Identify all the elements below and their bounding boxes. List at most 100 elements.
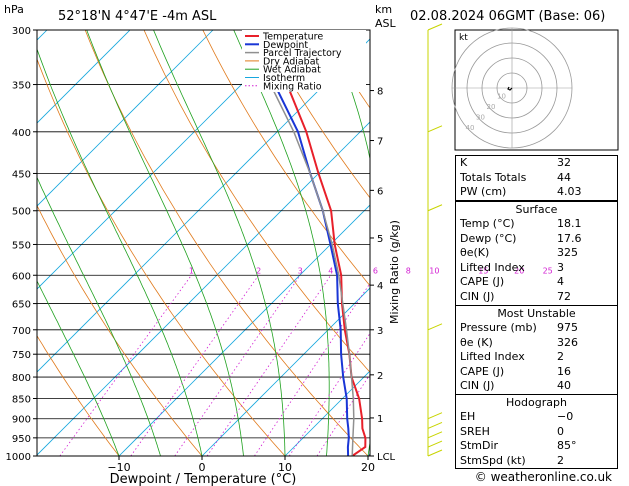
row-value: 40 xyxy=(557,379,571,393)
row-label: Lifted Index xyxy=(460,350,525,364)
wet-adiabat-line xyxy=(37,48,203,456)
temperature-axis: −10 0 10 20 xyxy=(107,456,375,474)
row-value: 2 xyxy=(557,453,564,467)
table-row: StmDir 85° xyxy=(456,439,617,454)
wet-adiabat-line xyxy=(328,30,370,456)
legend-entry: Isotherm xyxy=(263,73,305,84)
isotherm-line xyxy=(37,38,370,373)
dewpoint-line xyxy=(257,30,350,456)
copyright: © weatheronline.co.uk xyxy=(475,470,612,484)
isotherm-line xyxy=(284,370,370,456)
wind-barb xyxy=(427,125,443,133)
hodograph-ring-label: 20 xyxy=(487,103,496,111)
table-row: PW (cm) 4.03 xyxy=(456,185,617,200)
mixing-ratio-label: 15 xyxy=(478,266,488,275)
height-tick-label: 6 xyxy=(377,186,383,197)
mixing-ratio-labels: 1 2 3 4 6 8 10 15 20 25 xyxy=(189,266,553,275)
wet-adiabat-line xyxy=(233,30,330,456)
surface-table: Surface Temp (°C) 18.1 Dewp (°C) 17.6 θe(K) 3… xyxy=(455,201,618,306)
table-row: Temp (°C) 18.1 xyxy=(456,217,617,232)
row-label: CIN (J) xyxy=(460,379,495,393)
height-tick-label: 1 xyxy=(377,414,383,425)
dry-adiabat-line xyxy=(37,335,120,456)
height-tick-label: 5 xyxy=(377,234,383,245)
table-row: EH −0 xyxy=(456,410,617,425)
table-row: CIN (J) 40 xyxy=(456,379,617,394)
hodograph-ring-label: 10 xyxy=(497,93,506,101)
dry-adiabat-line xyxy=(261,30,370,199)
profile-lines xyxy=(245,30,367,456)
datetime-title: 02.08.2024 06GMT (Base: 06) xyxy=(410,9,605,24)
hodograph-table-title: Hodograph xyxy=(506,396,567,409)
wind-barb xyxy=(427,449,443,457)
wet-adiabat-line xyxy=(86,30,244,456)
wind-barb xyxy=(427,431,443,439)
mixing-ratio-line xyxy=(206,275,332,456)
wet-adiabat-line xyxy=(153,30,286,456)
hodograph-ring-label: 40 xyxy=(466,124,475,132)
row-value: 4.03 xyxy=(557,185,582,199)
pressure-axis: 300 350 400 450 500 550 600 650 700 750 800 850 900 9… xyxy=(6,26,37,463)
row-label: Pressure (mb) xyxy=(460,321,537,334)
mixing-ratio-label: 10 xyxy=(429,266,439,275)
mixing-ratio-line xyxy=(174,275,301,456)
temperature-tick-label: −10 xyxy=(107,461,130,474)
height-unit-bottom: ASL xyxy=(375,17,397,30)
indices-table: K 32 Totals Totals 44 PW (cm) 4.03 xyxy=(455,155,618,201)
row-value: 326 xyxy=(557,335,578,349)
isotherm-line xyxy=(37,121,370,456)
mixing-ratio-line xyxy=(254,282,370,456)
pressure-tick-label: 700 xyxy=(12,326,31,337)
pressure-tick-label: 350 xyxy=(12,81,31,92)
temperature-tick-label: 10 xyxy=(278,461,292,474)
most-unstable-table: Most Unstable Pressure (mb) 975 θe (K) 326 L… xyxy=(455,305,618,395)
legend-entry: Parcel Trajectory xyxy=(263,48,342,59)
table-row: Lifted Index 3 xyxy=(456,261,617,276)
mixing-ratio-label: 25 xyxy=(543,266,553,275)
location-title: 52°18'N 4°47'E -4m ASL xyxy=(58,9,217,24)
table-row: CAPE (J) 16 xyxy=(456,365,617,380)
pressure-tick-label: 500 xyxy=(12,207,31,218)
height-tick-label: 7 xyxy=(377,137,383,148)
dry-adiabat-line xyxy=(84,30,369,456)
row-label: θe(K) xyxy=(460,246,490,260)
row-label: EH xyxy=(460,410,476,423)
legend-entry: Dry Adiabat xyxy=(263,56,320,67)
pressure-tick-label: 800 xyxy=(12,373,31,384)
row-value: 4 xyxy=(557,275,564,289)
wind-barb xyxy=(427,421,443,429)
pressure-unit: hPa xyxy=(4,3,24,16)
row-value: 16 xyxy=(557,364,571,378)
row-value: 85° xyxy=(557,439,577,453)
pressure-tick-label: 450 xyxy=(12,169,31,180)
background-lines xyxy=(37,30,370,456)
wind-barb xyxy=(427,412,443,420)
row-value: 44 xyxy=(557,170,571,184)
row-label: CAPE (J) xyxy=(460,364,505,378)
wet-adiabat-line xyxy=(37,280,120,456)
dry-adiabat-line xyxy=(37,58,286,456)
row-value: 18.1 xyxy=(557,217,582,230)
table-row: K 32 xyxy=(456,156,617,171)
parcel-trajectory-line xyxy=(245,30,355,456)
mixing-ratio-label: 6 xyxy=(373,266,378,275)
row-value: 72 xyxy=(557,289,571,303)
table-row: Dewp (°C) 17.6 xyxy=(456,232,617,247)
mixing-ratio-label: 8 xyxy=(406,266,411,275)
pressure-tick-label: 300 xyxy=(12,26,31,37)
row-label: StmDir xyxy=(460,439,499,453)
table-row: Pressure (mb) 975 xyxy=(456,321,617,336)
legend-entry: Mixing Ratio xyxy=(263,81,322,92)
height-axis: 8 7 6 5 4 3 2 1 LCL xyxy=(370,87,396,463)
temperature-line xyxy=(270,30,367,456)
legend-entry: Dewpoint xyxy=(263,40,308,51)
table-row: Lifted Index 2 xyxy=(456,350,617,365)
row-value: 17.6 xyxy=(557,231,582,245)
row-label: StmSpd (kt) xyxy=(460,453,526,467)
table-row: CAPE (J) 4 xyxy=(456,275,617,290)
mixing-ratio-label: 3 xyxy=(298,266,303,275)
plot-frame xyxy=(36,29,371,457)
table-row: Totals Totals 44 xyxy=(456,171,617,186)
